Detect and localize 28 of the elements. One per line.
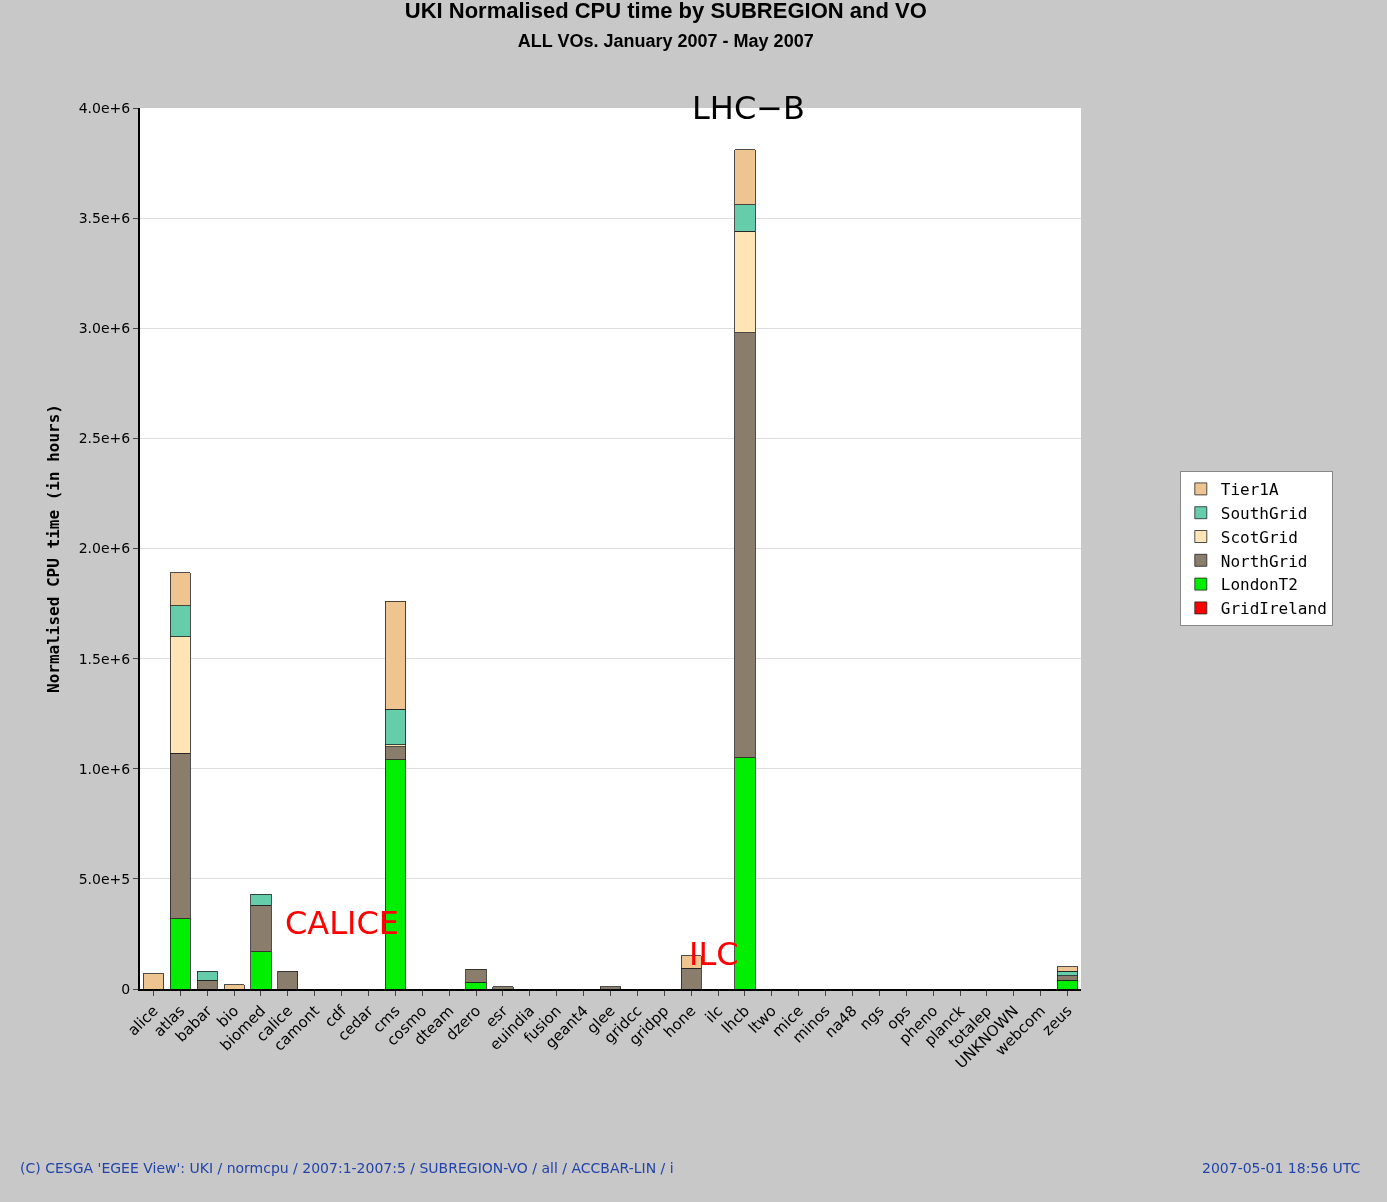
legend-label: SouthGrid (1220, 503, 1308, 523)
bar (142, 973, 164, 989)
legend-label: LondonT2 (1220, 575, 1298, 595)
bar (1057, 966, 1079, 972)
y-tick-label: 3.0e+6 (78, 320, 131, 337)
legend-label: ScotGrid (1220, 527, 1298, 547)
chart-title: UKI Normalised CPU time by SUBREGION and VO (404, 0, 927, 24)
y-tick-label: 2.5e+6 (78, 430, 131, 447)
y-axis-title: Normalised CPU time (in hours) (44, 404, 64, 693)
y-tick-label: 5.0e+5 (78, 870, 131, 887)
y-tick-label: 4.0e+6 (78, 99, 131, 116)
bar (492, 986, 514, 989)
y-tick-label: 2.0e+6 (78, 540, 131, 557)
bar (600, 986, 621, 989)
text: (C) CESGA 'EGEE View': UKI / normcpu / 2007:1-2007:5 / SUBREGION-VO / all / ACCBAR-LIN / i (20, 1160, 674, 1176)
chart-subtitle: ALL VOs. January 2007 - May 2007 (517, 30, 814, 51)
y-tick-label: 1.0e+6 (78, 760, 131, 777)
y-tick-label: 3.5e+6 (78, 210, 131, 227)
bar (277, 970, 299, 989)
x-tick-label: ngs (855, 1001, 888, 1034)
y-tick-label: 0 (121, 980, 131, 997)
legend-label: NorthGrid (1220, 551, 1308, 571)
text: 2007-05-01 18:56 UTC (1202, 1160, 1361, 1176)
bar (223, 984, 245, 989)
y-tick-label: 1.5e+6 (78, 650, 131, 667)
legend-label: GridIreland (1220, 599, 1327, 619)
legend-label: Tier1A (1220, 480, 1279, 500)
annotation: LHC−B (692, 89, 805, 127)
